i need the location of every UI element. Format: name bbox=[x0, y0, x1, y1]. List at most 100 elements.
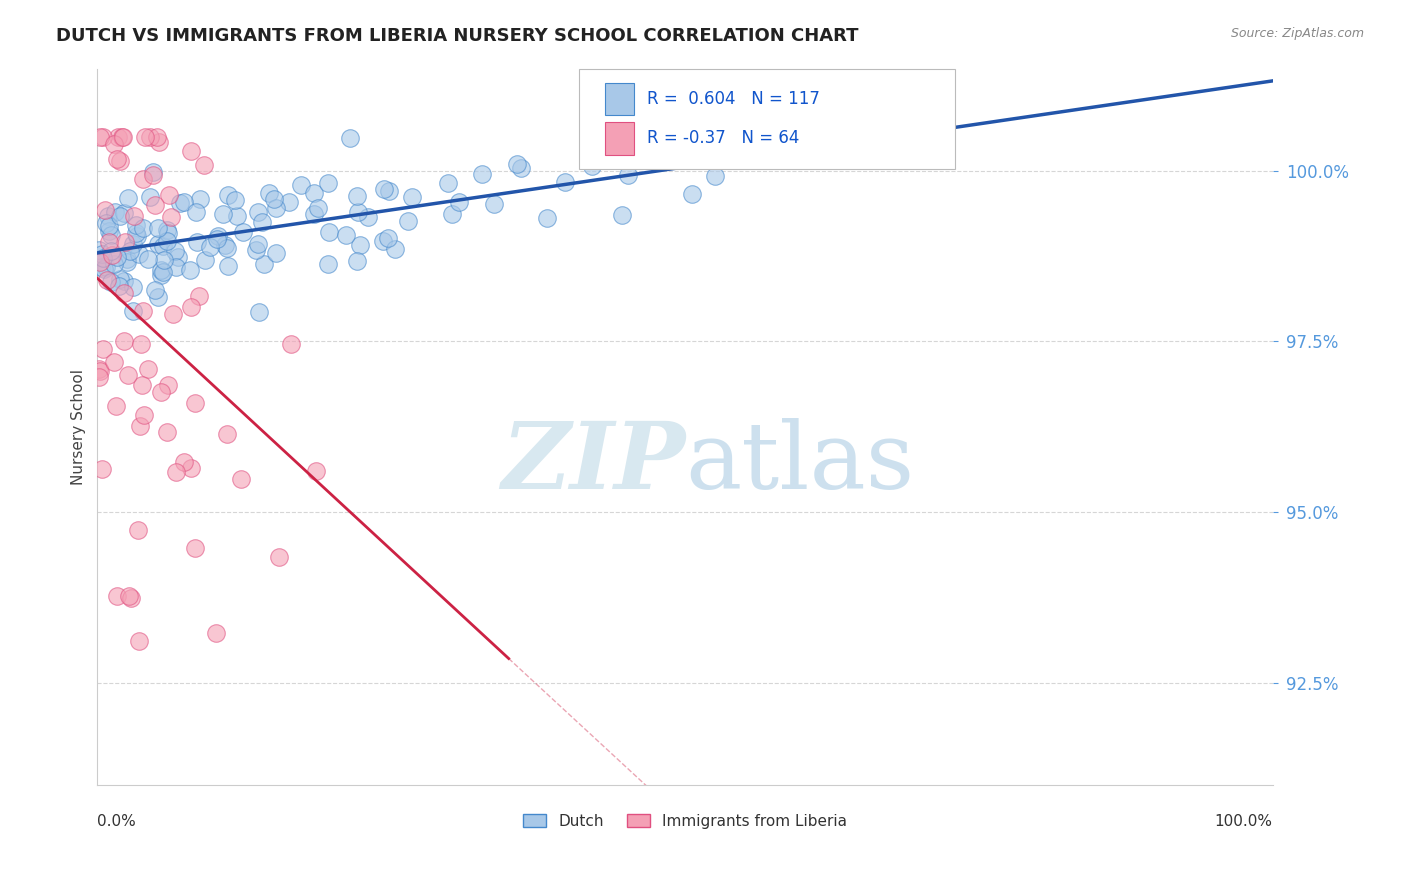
Point bbox=[87, 369, 110, 384]
Point bbox=[280, 337, 302, 351]
Point bbox=[146, 129, 169, 144]
Point bbox=[89, 364, 111, 378]
Point bbox=[91, 343, 114, 357]
Point bbox=[91, 461, 114, 475]
Point bbox=[153, 252, 176, 267]
Point bbox=[89, 361, 111, 376]
Point bbox=[506, 157, 529, 171]
Point bbox=[396, 214, 419, 228]
Point bbox=[165, 244, 187, 258]
Point bbox=[205, 626, 228, 640]
Point bbox=[143, 198, 166, 212]
Point bbox=[371, 234, 394, 248]
Point bbox=[125, 228, 148, 243]
Point bbox=[401, 190, 423, 204]
Point bbox=[131, 378, 153, 392]
Point bbox=[346, 253, 368, 268]
Point bbox=[536, 211, 558, 225]
Point bbox=[349, 238, 371, 252]
Point bbox=[97, 219, 120, 233]
Point bbox=[207, 229, 229, 244]
Point bbox=[128, 247, 150, 261]
Point bbox=[269, 549, 291, 564]
Point bbox=[98, 224, 121, 238]
Point bbox=[142, 164, 165, 178]
Point bbox=[160, 211, 183, 225]
Point bbox=[307, 201, 329, 215]
Point bbox=[302, 186, 325, 201]
Bar bbox=[605, 122, 634, 154]
Text: ZIP: ZIP bbox=[501, 417, 685, 508]
Point bbox=[117, 191, 139, 205]
Point bbox=[120, 244, 142, 258]
Point bbox=[149, 384, 172, 399]
Point bbox=[554, 175, 576, 189]
Point bbox=[110, 271, 132, 285]
Point bbox=[152, 265, 174, 279]
Point bbox=[704, 169, 727, 183]
Point bbox=[150, 263, 173, 277]
Point bbox=[218, 187, 240, 202]
Text: R = -0.37   N = 64: R = -0.37 N = 64 bbox=[647, 129, 800, 147]
Point bbox=[384, 243, 406, 257]
Point bbox=[108, 209, 131, 223]
Point bbox=[173, 195, 195, 210]
Point bbox=[125, 218, 148, 232]
Point bbox=[198, 239, 221, 253]
Point bbox=[117, 252, 139, 266]
Point bbox=[121, 237, 143, 252]
Point bbox=[440, 207, 463, 221]
Point bbox=[357, 210, 380, 224]
Point bbox=[96, 273, 118, 287]
Point bbox=[211, 207, 233, 221]
Point bbox=[90, 246, 112, 260]
Text: 0.0%: 0.0% bbox=[97, 814, 136, 829]
Point bbox=[94, 202, 117, 217]
Point bbox=[681, 186, 703, 201]
Point bbox=[214, 238, 236, 252]
Point bbox=[110, 129, 132, 144]
Point bbox=[245, 243, 267, 257]
Point bbox=[112, 275, 135, 289]
Point bbox=[184, 541, 207, 555]
Text: Source: ZipAtlas.com: Source: ZipAtlas.com bbox=[1230, 27, 1364, 40]
Point bbox=[97, 235, 120, 250]
Point bbox=[305, 464, 328, 478]
Text: 100.0%: 100.0% bbox=[1215, 814, 1272, 829]
Point bbox=[117, 255, 139, 269]
Point bbox=[263, 192, 285, 206]
Point bbox=[103, 257, 125, 271]
Point bbox=[105, 589, 128, 603]
Point bbox=[377, 184, 399, 198]
Point bbox=[114, 235, 136, 249]
Point bbox=[277, 195, 299, 210]
Point bbox=[304, 207, 326, 221]
Point bbox=[437, 176, 460, 190]
Point bbox=[207, 232, 229, 246]
Point bbox=[157, 377, 180, 392]
Point bbox=[335, 228, 357, 243]
Text: R =  0.604   N = 117: R = 0.604 N = 117 bbox=[647, 90, 820, 108]
Point bbox=[184, 205, 207, 219]
Point bbox=[377, 231, 399, 245]
Point bbox=[125, 227, 148, 241]
Point bbox=[225, 209, 247, 223]
Point bbox=[247, 305, 270, 319]
Point bbox=[104, 204, 127, 219]
Bar bbox=[605, 83, 634, 115]
Point bbox=[179, 263, 201, 277]
Point bbox=[91, 252, 114, 266]
Point bbox=[105, 153, 128, 167]
Point bbox=[145, 283, 167, 297]
Point bbox=[471, 167, 494, 181]
Point bbox=[217, 259, 239, 273]
Point bbox=[247, 205, 270, 219]
Point bbox=[122, 209, 145, 223]
Point bbox=[215, 241, 238, 255]
Point bbox=[252, 215, 274, 229]
Point bbox=[93, 262, 115, 277]
Legend: Dutch, Immigrants from Liberia: Dutch, Immigrants from Liberia bbox=[517, 807, 853, 835]
Point bbox=[139, 129, 162, 144]
Point bbox=[232, 225, 254, 239]
Point bbox=[290, 178, 312, 192]
